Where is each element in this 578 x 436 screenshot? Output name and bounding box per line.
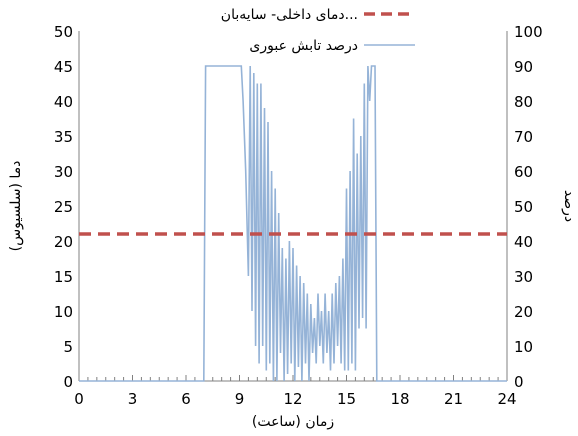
x-tick-label: 12 <box>283 390 302 408</box>
x-tick-label: 9 <box>235 390 245 408</box>
y-right-tick-label: 100 <box>514 23 543 41</box>
plot-area <box>78 31 508 382</box>
y-left-tick-label: 5 <box>63 338 73 356</box>
y-left-tick-label: 25 <box>54 198 73 216</box>
x-tick-label: 6 <box>181 390 191 408</box>
y-right-tick-label: 40 <box>514 233 533 251</box>
y-left-tick-label: 15 <box>54 268 73 286</box>
x-tick-label: 18 <box>390 390 409 408</box>
y-left-tick-label: 30 <box>54 163 73 181</box>
y-right-tick-label: 50 <box>514 198 533 216</box>
left-axis-title: دما (سلسیوس) <box>8 161 24 252</box>
x-axis-title: زمان (ساعت) <box>252 414 334 430</box>
y-right-tick-label: 80 <box>514 93 533 111</box>
y-left-tick-label: 0 <box>63 373 73 391</box>
legend-label-temperature: دمای داخلی- سایه‌بان... <box>221 7 358 23</box>
y-right-tick-label: 30 <box>514 268 533 286</box>
y-right-tick-label: 0 <box>514 373 524 391</box>
y-left-tick-label: 35 <box>54 128 73 146</box>
y-right-tick-label: 10 <box>514 338 533 356</box>
y-left-tick-label: 20 <box>54 233 73 251</box>
x-tick-label: 15 <box>337 390 356 408</box>
legend-label-transmission: درصد تابش عبوری <box>249 38 358 54</box>
y-left-tick-label: 45 <box>54 58 73 76</box>
x-tick-label: 3 <box>128 390 138 408</box>
y-right-tick-label: 70 <box>514 128 533 146</box>
series-layer <box>79 65 507 382</box>
y-left-tick-label: 10 <box>54 303 73 321</box>
y-right-tick-label: 20 <box>514 303 533 321</box>
right-axis-title: درصد <box>561 190 577 222</box>
axis-ticks: 0 3 6 9 12 15 18 21 2405101520253035404550010203… <box>54 23 543 408</box>
y-left-tick-label: 50 <box>54 23 73 41</box>
series-transmission-line <box>79 65 507 382</box>
y-left-tick-label: 40 <box>54 93 73 111</box>
x-tick-label: 24 <box>497 390 516 408</box>
y-right-tick-label: 90 <box>514 58 533 76</box>
x-tick-label: 21 <box>444 390 463 408</box>
x-tick-label: 0 <box>74 390 84 408</box>
y-right-tick-label: 60 <box>514 163 533 181</box>
legend: دمای داخلی- سایه‌بان... درصد تابش عبوری <box>221 7 415 54</box>
